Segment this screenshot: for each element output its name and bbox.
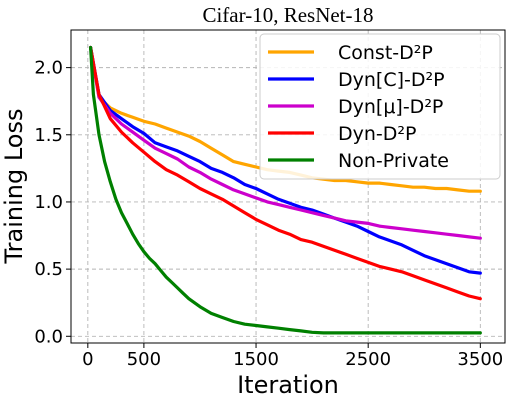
legend-label: Non-Private [338, 150, 449, 172]
legend-label: Dyn[μ]-D²P [338, 96, 443, 118]
legend-label: Dyn-D²P [338, 123, 416, 145]
plot-frame [70, 29, 506, 344]
chart-title: Cifar-10, ResNet-18 [202, 3, 373, 27]
y-axis-ticks: 0.0 0.5 1.0 1.5 2.0 [34, 58, 71, 347]
y-tick-label: 0.5 [34, 259, 63, 280]
y-tick-label: 0.0 [34, 326, 63, 347]
series-line-3 [88, 45, 482, 240]
legend-label: Const-D²P [338, 42, 433, 64]
y-tick-label: 1.0 [34, 192, 63, 213]
legend-label: Dyn[C]-D²P [338, 69, 445, 91]
x-tick-label: 500 [127, 349, 161, 370]
y-axis-title: Training Loss [0, 109, 28, 265]
y-tick-label: 2.0 [34, 58, 63, 79]
x-tick-label: 1500 [233, 349, 279, 370]
legend-box [259, 33, 501, 180]
series-line-4 [88, 45, 482, 301]
x-tick-label: 0 [82, 349, 93, 370]
legend: Const-D²P Dyn[C]-D²P Dyn[μ]-D²P Dyn-D²P Non-… [259, 33, 501, 180]
y-tick-label: 1.5 [34, 125, 63, 146]
x-tick-label: 2500 [345, 349, 391, 370]
series-line-5 [88, 45, 482, 335]
x-axis-title: Iteration [237, 371, 339, 399]
x-tick-label: 3500 [457, 349, 503, 370]
x-axis-ticks: 0 500 1500 2500 3500 [82, 343, 503, 370]
series-line-2 [88, 45, 482, 275]
